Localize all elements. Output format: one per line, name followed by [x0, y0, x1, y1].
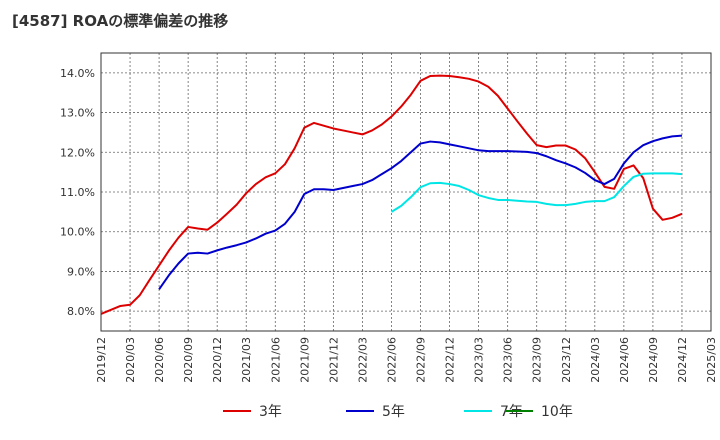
y-axis-ticks: 8.0% 9.0% 10.0% 11.0% 12.0% 13.0% 14.0%	[60, 67, 95, 318]
x-tick-label: 2020/09	[182, 337, 195, 383]
x-tick-label: 2024/06	[618, 337, 631, 383]
x-tick-label: 2020/03	[124, 337, 137, 383]
x-tick-label: 2019/12	[95, 337, 108, 383]
x-tick-label: 2024/12	[676, 337, 689, 383]
x-tick-label: 2020/06	[153, 337, 166, 383]
y-tick-label: 9.0%	[67, 265, 95, 278]
y-tick-label: 13.0%	[60, 107, 95, 120]
y-tick-label: 11.0%	[60, 186, 95, 199]
series-lines	[100, 74, 683, 315]
x-axis-ticks: 2019/12 2020/03 2020/06 2020/09 2020/12 2021/…	[95, 337, 718, 383]
x-tick-label: 2024/09	[647, 337, 660, 383]
x-tick-label: 2022/09	[415, 337, 428, 383]
y-tick-label: 12.0%	[60, 146, 95, 159]
x-tick-label: 2023/09	[531, 337, 544, 383]
legend-label-0: 3年	[259, 404, 282, 420]
series-line-1	[158, 134, 683, 290]
axes	[100, 52, 712, 332]
y-tick-label: 8.0%	[67, 305, 95, 318]
x-tick-label: 2024/03	[589, 337, 602, 383]
y-tick-label: 10.0%	[60, 226, 95, 239]
series-line-0	[100, 74, 683, 315]
x-tick-label: 2020/12	[211, 337, 224, 383]
legend-label-1: 5年	[382, 404, 405, 420]
x-tick-label: 2025/03	[705, 337, 718, 383]
chart-title: [4587] ROAの標準偏差の推移	[12, 12, 228, 30]
x-tick-label: 2021/09	[298, 337, 311, 383]
series-line-2	[390, 172, 683, 213]
legend: 3年5年7年10年	[223, 404, 573, 420]
x-tick-label: 2022/03	[356, 337, 369, 383]
plot-frame	[100, 52, 712, 332]
x-tick-label: 2021/12	[327, 337, 340, 383]
legend-label-3: 10年	[541, 404, 573, 420]
x-tick-label: 2021/03	[240, 337, 253, 383]
y-tick-label: 14.0%	[60, 67, 95, 80]
grid	[100, 53, 712, 331]
x-tick-label: 2023/06	[502, 337, 515, 383]
x-tick-label: 2021/06	[269, 337, 282, 383]
x-tick-label: 2023/12	[560, 337, 573, 383]
x-tick-label: 2022/06	[385, 337, 398, 383]
x-tick-label: 2023/03	[473, 337, 486, 383]
x-tick-label: 2022/12	[444, 337, 457, 383]
